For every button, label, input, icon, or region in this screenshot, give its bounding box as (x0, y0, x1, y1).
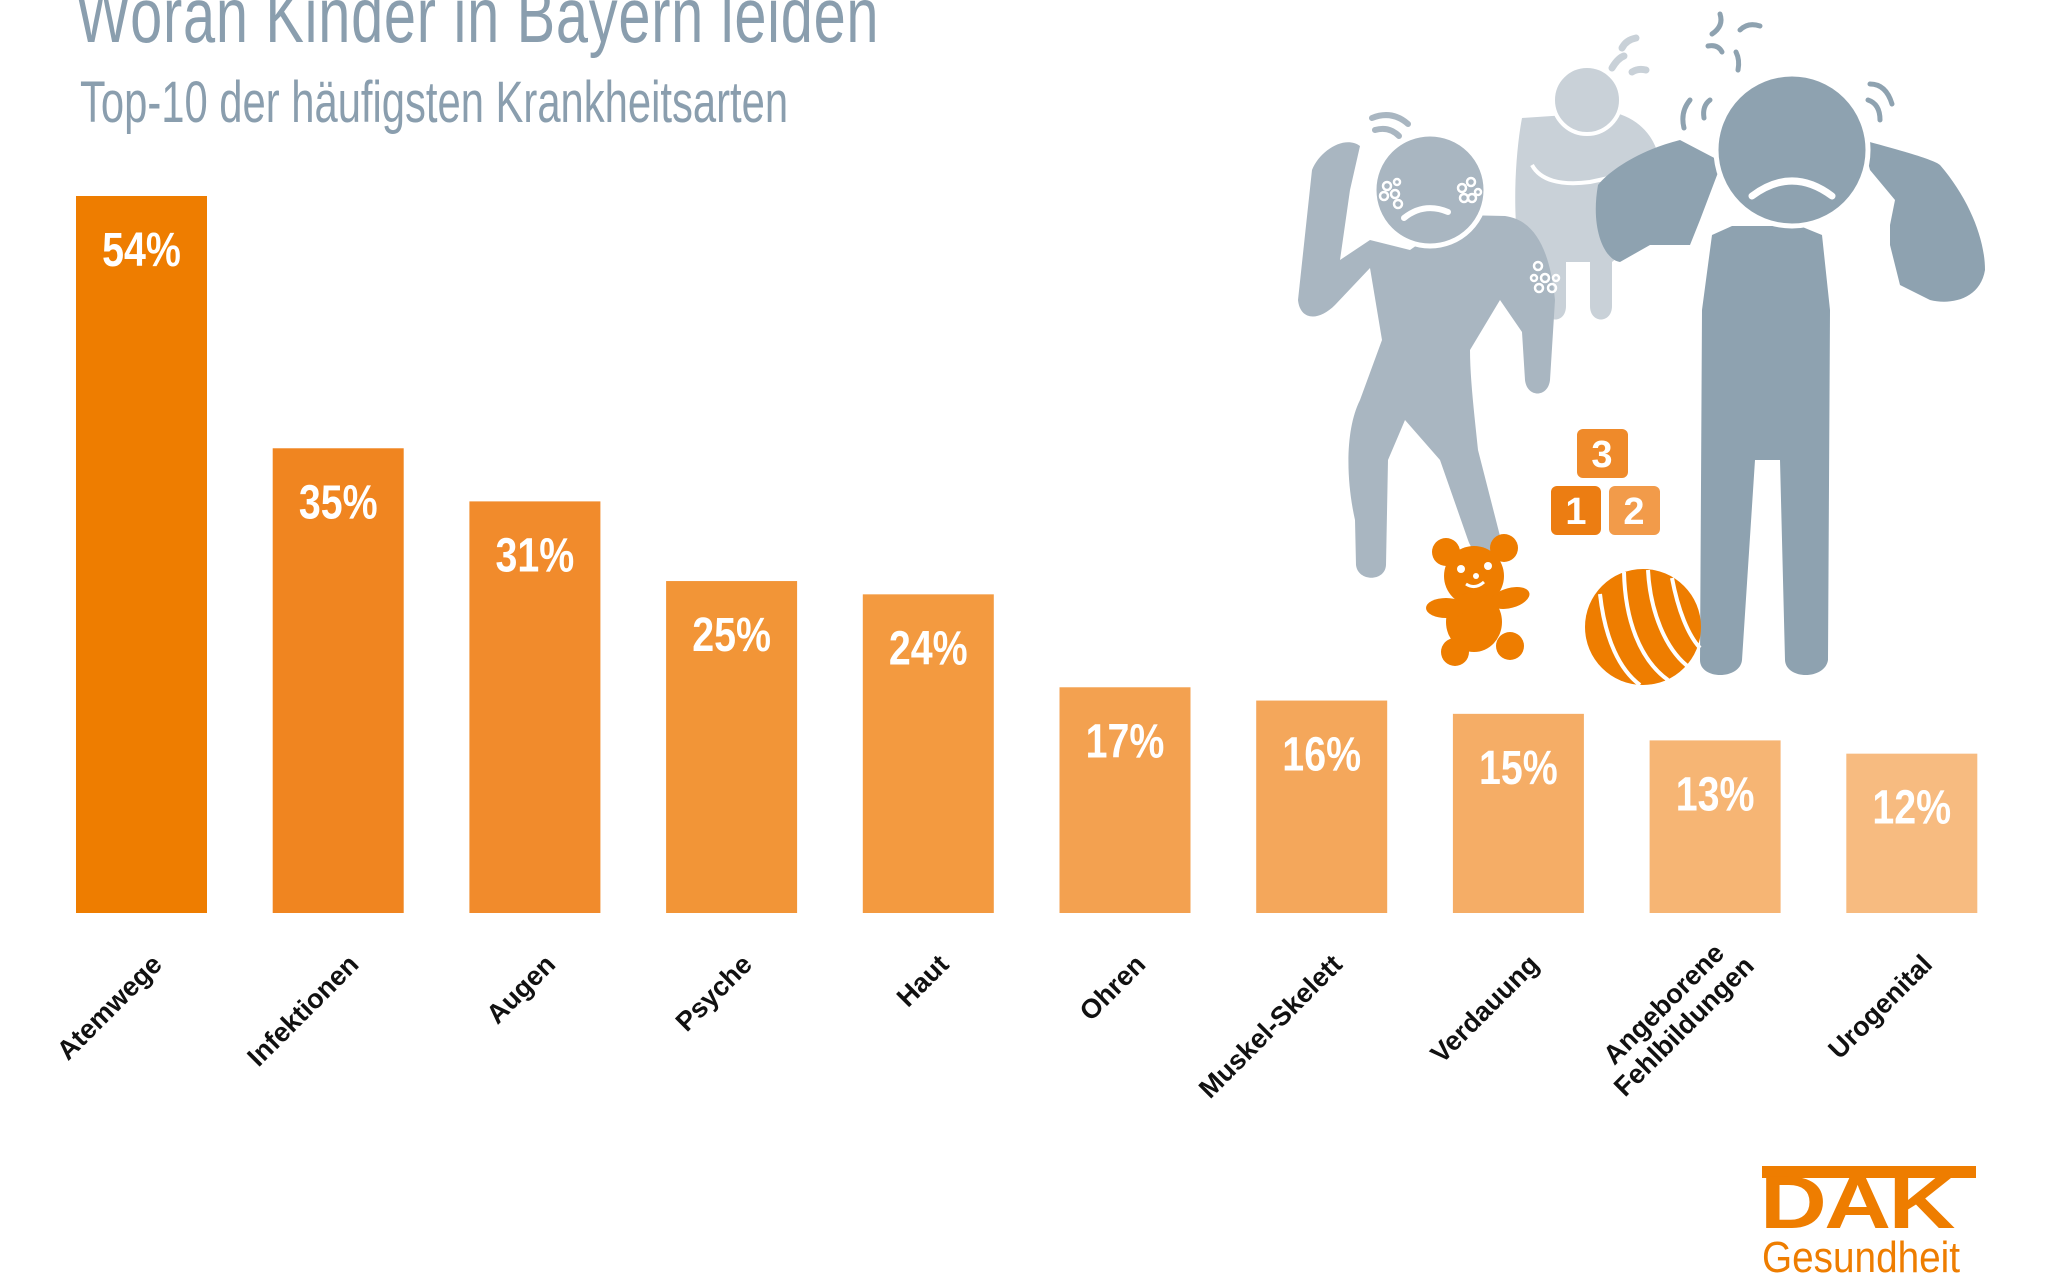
block-2-label: 2 (1623, 491, 1644, 533)
bar-verdauung (1452, 713, 1584, 913)
figure-skin-rash (1298, 112, 1561, 578)
dak-logo: DAK Gesundheit (1760, 1161, 1982, 1282)
bar-value-label: 31% (496, 529, 575, 583)
category-label: Augen (481, 949, 562, 1030)
block-1 (1551, 486, 1601, 535)
category-label-line: Infektionen (241, 949, 364, 1072)
bar-angeborene-fehlbildungen (1649, 740, 1781, 913)
bar-urogenital (1846, 753, 1978, 913)
bar-haut (862, 594, 994, 913)
category-label: Urogenital (1822, 949, 1938, 1065)
chart-title: Woran Kinder in Bayern leiden (76, 0, 880, 59)
category-label: Haut (891, 949, 955, 1013)
category-label-line: Atemwege (51, 949, 168, 1066)
bar-value-label: 17% (1086, 715, 1165, 769)
bar-value-label: 25% (692, 608, 771, 662)
bar-augen (469, 501, 601, 913)
category-label: Atemwege (51, 949, 168, 1066)
block-3 (1577, 429, 1628, 478)
category-label-line: Psyche (670, 949, 758, 1037)
category-label-line: Augen (481, 949, 562, 1030)
block-1-label: 1 (1565, 491, 1586, 533)
bar-value-label: 54% (102, 223, 181, 277)
category-label-line: Ohren (1074, 949, 1151, 1026)
bar-ohren (1059, 687, 1191, 913)
block-3-label: 3 (1591, 434, 1612, 476)
category-label-line: Verdauung (1425, 949, 1545, 1069)
category-label: Ohren (1074, 949, 1151, 1026)
bar-psyche (666, 581, 798, 913)
toy-blocks: 3 1 2 (1551, 429, 1660, 535)
bar-value-label: 12% (1872, 781, 1951, 835)
bar-muskel-skelett (1256, 700, 1388, 913)
logo-brand: DAK (1760, 1161, 1955, 1244)
ball-icon (1585, 569, 1702, 687)
teddy-bear-icon (1426, 534, 1530, 666)
block-2 (1609, 486, 1660, 535)
category-label-line: Muskel-Skelett (1193, 949, 1348, 1104)
category-label: Infektionen (241, 949, 364, 1072)
category-label: Verdauung (1425, 949, 1545, 1069)
category-label-line: Haut (891, 949, 955, 1013)
logo-sub: Gesundheit (1762, 1233, 1961, 1282)
bar-value-label: 15% (1479, 741, 1558, 795)
bar-value-label: 16% (1282, 728, 1361, 782)
chart-subtitle: Top-10 der häufigsten Krankheitsarten (80, 70, 789, 135)
figure-headache (1595, 11, 1985, 675)
category-label-line: Urogenital (1822, 949, 1938, 1065)
bar-atemwege (76, 196, 207, 913)
logo-bar (1762, 1166, 1976, 1178)
bar-infektionen (272, 448, 404, 913)
bar-value-label: 13% (1676, 768, 1755, 822)
bar-value-label: 24% (889, 622, 968, 676)
bar-value-label: 35% (299, 476, 378, 530)
category-label: Psyche (670, 949, 758, 1037)
category-label: Muskel-Skelett (1193, 949, 1348, 1104)
